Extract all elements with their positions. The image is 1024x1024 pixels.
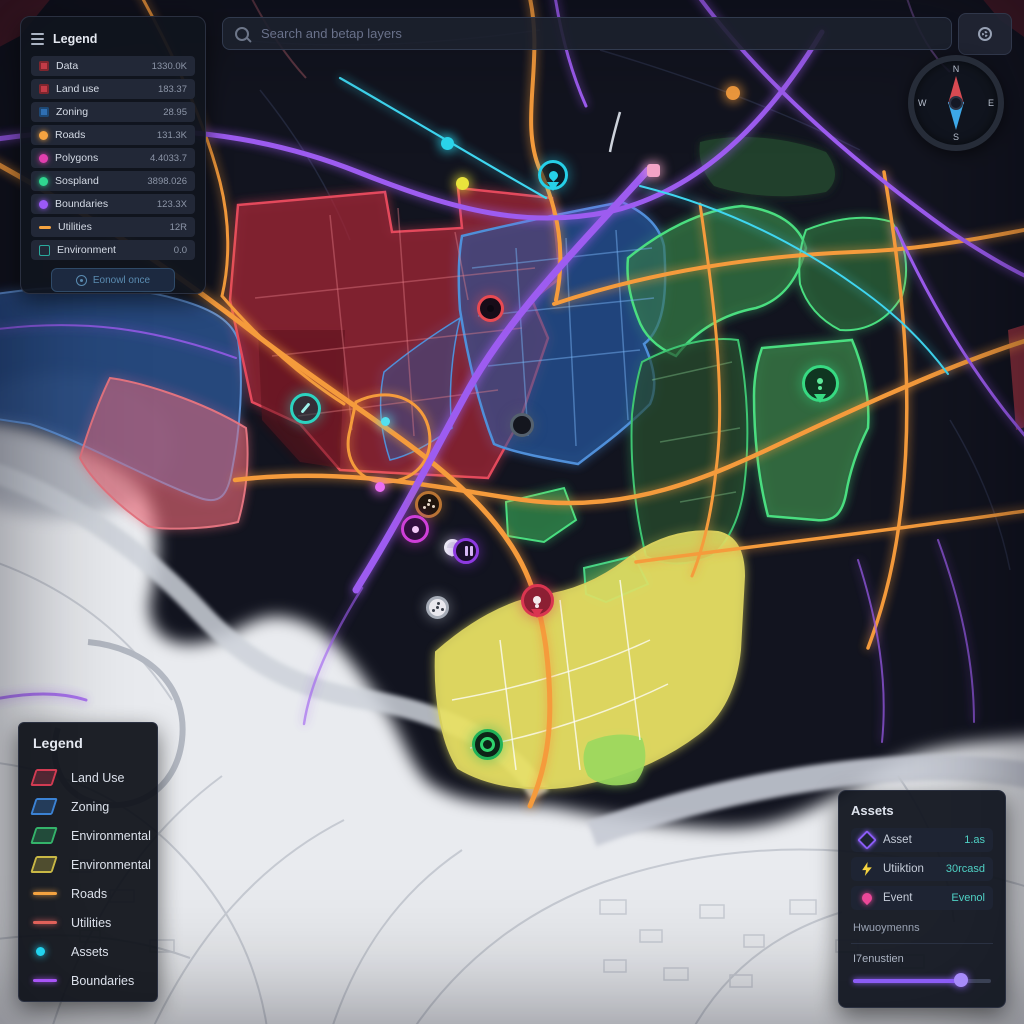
assets-dot-icon [33, 947, 59, 956]
poi-dot-cyan[interactable] [440, 136, 454, 150]
diamond-icon [857, 830, 877, 850]
poi-ring-purple[interactable] [453, 538, 479, 564]
poi-dot-orange[interactable] [726, 86, 740, 100]
legend-panel-top: Legend Data 1330.0K Land use 183.37 Zoning… [20, 16, 206, 294]
legend-row-boundaries[interactable]: Boundaries 123.3X [31, 194, 195, 214]
legend-item-utilities[interactable]: Utilities [33, 908, 143, 937]
opacity-slider-label: I7enustien [853, 953, 904, 965]
menu-icon[interactable] [31, 33, 44, 45]
settings-button[interactable] [958, 13, 1012, 55]
legend-item-assets[interactable]: Assets [33, 937, 143, 966]
compass-hub [949, 96, 963, 110]
layer-swatch-icon [39, 153, 48, 163]
poi-ring-teal[interactable] [289, 392, 321, 424]
poi-ring-dark[interactable] [510, 413, 534, 437]
poi-ring-red[interactable] [476, 294, 504, 322]
legend-row-roads[interactable]: Roads 131.3K [31, 125, 195, 145]
assets-title: Assets [851, 803, 894, 818]
utilities-line-icon [33, 921, 59, 924]
locate-circle-icon [75, 274, 87, 286]
legend-item-environmental-green[interactable]: Environmental [30, 821, 151, 850]
layer-swatch-icon [39, 84, 49, 94]
legend-item-zoning[interactable]: Zoning [30, 792, 143, 821]
legend-row-environment[interactable]: Environment 0.0 [31, 240, 195, 260]
poi-pin-green-person[interactable] [801, 364, 839, 402]
search-icon [235, 26, 249, 41]
legend-row-polygons[interactable]: Polygons 4.4033.7 [31, 148, 195, 168]
legend-row-zoning[interactable]: Zoning 28.95 [31, 102, 195, 122]
compass[interactable]: N E S W [908, 55, 1004, 151]
layer-swatch-icon [39, 225, 51, 229]
poi-ring-orange[interactable] [414, 490, 442, 518]
poi-circle-speckled[interactable] [425, 595, 449, 619]
flame-icon [859, 890, 875, 906]
legend-row-utilities[interactable]: Utilities 12R [31, 217, 195, 237]
boundaries-line-icon [33, 979, 59, 982]
layer-swatch-icon [39, 244, 50, 256]
legend-row-sospland[interactable]: Sospland 3898.026 [31, 171, 195, 191]
legend-row-data[interactable]: Data 1330.0K [31, 56, 195, 76]
layer-swatch-icon [39, 61, 49, 71]
poi-dot-yellow[interactable] [455, 176, 469, 190]
asset-row[interactable]: Asset 1.as [851, 828, 993, 852]
opacity-slider-handle[interactable] [953, 973, 968, 987]
poi-dot-magenta[interactable] [375, 482, 385, 492]
legend-item-environmental-yellow[interactable]: Environmental [30, 850, 151, 879]
search-input[interactable] [259, 25, 939, 42]
environmental-swatch-icon [30, 827, 59, 844]
assets-section-label: Hwuoymenns [851, 915, 993, 944]
event-row[interactable]: Event Evenol [851, 886, 993, 910]
poi-pin-red[interactable] [520, 583, 554, 617]
legend-row-landuse[interactable]: Land use 183.37 [31, 79, 195, 99]
poi-pin-cyan[interactable] [538, 160, 568, 190]
layer-swatch-icon [39, 130, 48, 140]
gear-icon [978, 27, 992, 41]
legend-item-land-use[interactable]: Land Use [30, 763, 143, 792]
compass-north-label: N [952, 64, 960, 74]
compass-south-label: S [952, 132, 960, 142]
opacity-slider[interactable] [853, 973, 991, 987]
opacity-slider-fill [853, 979, 961, 983]
lightning-icon [859, 862, 875, 876]
legend-title: Legend [53, 32, 98, 46]
poi-square-pink[interactable] [646, 163, 660, 177]
legend-panel-bottom: Legend Land Use Zoning Environmental Env… [18, 722, 158, 1002]
layer-swatch-icon [39, 176, 48, 186]
search-bar[interactable] [222, 17, 952, 50]
layer-swatch-icon [39, 107, 49, 117]
utility-row[interactable]: Utiiktion 30rcasd [851, 857, 993, 881]
assets-panel: Assets Asset 1.as Utiiktion 30rcasd Event E… [838, 790, 1006, 1008]
poi-ring-green[interactable] [471, 728, 503, 760]
locate-button-label: Eonowl once [92, 274, 151, 286]
zoning-swatch-icon [30, 798, 59, 815]
land-use-swatch-icon [30, 769, 59, 786]
legend-item-roads[interactable]: Roads [33, 879, 143, 908]
layer-swatch-icon [39, 199, 48, 209]
legend-item-boundaries[interactable]: Boundaries [33, 966, 143, 995]
compass-east-label: E [987, 98, 994, 108]
environmental-swatch-icon [30, 856, 59, 873]
poi-dot-cyan-small[interactable] [380, 416, 390, 426]
locate-button[interactable]: Eonowl once [51, 268, 175, 292]
legend-title: Legend [33, 735, 83, 751]
compass-west-label: W [918, 98, 927, 108]
poi-ring-magenta[interactable] [401, 515, 429, 543]
roads-line-icon [33, 892, 59, 895]
